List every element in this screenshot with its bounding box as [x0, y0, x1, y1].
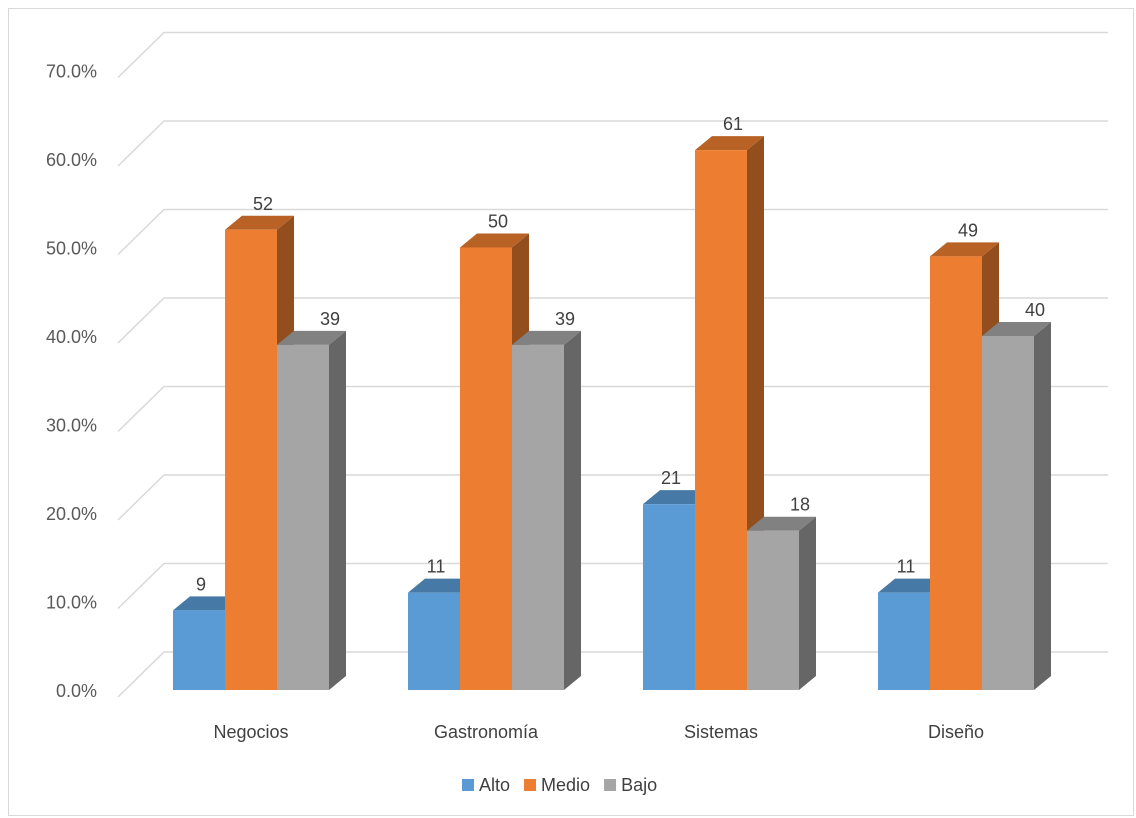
- legend: Alto Medio Bajo: [462, 775, 657, 795]
- bar-bajo: [747, 516, 816, 690]
- data-label: 11: [897, 557, 916, 577]
- bar-top-face: [277, 330, 346, 345]
- data-label: 40: [1025, 300, 1045, 320]
- bar-front-face: [695, 150, 747, 690]
- data-label: 50: [488, 212, 508, 232]
- data-label: 49: [958, 220, 978, 240]
- bar-top-face: [173, 596, 242, 611]
- category-label: Negocios: [213, 722, 288, 742]
- bar-top-face: [643, 490, 712, 505]
- y-tick-label: 60.0%: [46, 150, 97, 170]
- data-label: 21: [661, 468, 681, 488]
- bar-top-face: [460, 233, 529, 248]
- legend-swatch-alto: [462, 779, 474, 791]
- bar-top-face: [695, 136, 764, 151]
- legend-label-bajo: Bajo: [621, 775, 657, 795]
- bar-bajo: [512, 330, 581, 690]
- y-tick-label: 20.0%: [46, 504, 97, 524]
- y-tick-label: 0.0%: [56, 681, 97, 701]
- bar-bajo: [277, 330, 346, 690]
- gridline: [117, 385, 1108, 433]
- bar-top-face: [747, 516, 816, 531]
- y-tick-label: 30.0%: [46, 416, 97, 436]
- bar-front-face: [512, 344, 564, 690]
- bar-front-face: [982, 336, 1034, 690]
- bar-bajo: [982, 322, 1051, 690]
- gridline: [117, 208, 1108, 256]
- data-label: 11: [427, 557, 446, 577]
- bar-side-face: [329, 330, 346, 690]
- data-label: 39: [555, 309, 575, 329]
- data-label: 61: [723, 114, 743, 134]
- gridline: [117, 120, 1108, 167]
- bar-side-face: [1034, 322, 1051, 690]
- bar-top-face: [930, 242, 999, 257]
- bar-medio: [695, 136, 764, 690]
- bar-front-face: [277, 344, 329, 690]
- legend-swatch-bajo: [604, 779, 617, 791]
- bar-top-face: [982, 322, 1051, 336]
- y-tick-label: 10.0%: [46, 593, 97, 613]
- data-label: 18: [790, 495, 810, 515]
- data-label: 52: [253, 194, 273, 214]
- bar-side-face: [564, 330, 581, 690]
- bar-top-face: [225, 215, 294, 230]
- legend-label-alto: Alto: [479, 775, 510, 795]
- bar-front-face: [747, 530, 799, 690]
- category-label: Diseño: [928, 722, 984, 742]
- gridline: [117, 31, 1108, 79]
- category-label: Gastronomía: [434, 722, 539, 742]
- bar-front-face: [930, 256, 982, 690]
- y-tick-label: 40.0%: [46, 327, 97, 347]
- legend-label-medio: Medio: [541, 775, 590, 795]
- gridline: [117, 474, 1108, 521]
- bar-front-face: [878, 592, 930, 690]
- bar-front-face: [408, 592, 460, 690]
- y-axis-ticks: 0.0% 10.0% 20.0% 30.0% 40.0% 50.0% 60.0% 70.0%: [46, 62, 97, 702]
- bar-front-face: [173, 610, 225, 690]
- y-tick-label: 70.0%: [46, 62, 97, 82]
- legend-swatch-medio: [524, 779, 537, 791]
- bar-top-face: [878, 578, 947, 593]
- category-label: Sistemas: [684, 722, 758, 742]
- bar-front-face: [460, 247, 512, 690]
- bar-front-face: [643, 504, 695, 690]
- data-label: 9: [196, 574, 206, 594]
- bar-top-face: [512, 330, 581, 345]
- bars: 9 52 39 11 50 39 21 61 18 11 49 40: [173, 114, 1051, 691]
- bar-front-face: [225, 229, 277, 691]
- bar-side-face: [799, 516, 816, 690]
- data-label: 39: [320, 309, 340, 329]
- x-axis-categories: Negocios Gastronomía Sistemas Diseño: [213, 722, 984, 742]
- y-tick-label: 50.0%: [46, 239, 97, 259]
- gridline: [117, 297, 1108, 344]
- bar-top-face: [408, 578, 477, 593]
